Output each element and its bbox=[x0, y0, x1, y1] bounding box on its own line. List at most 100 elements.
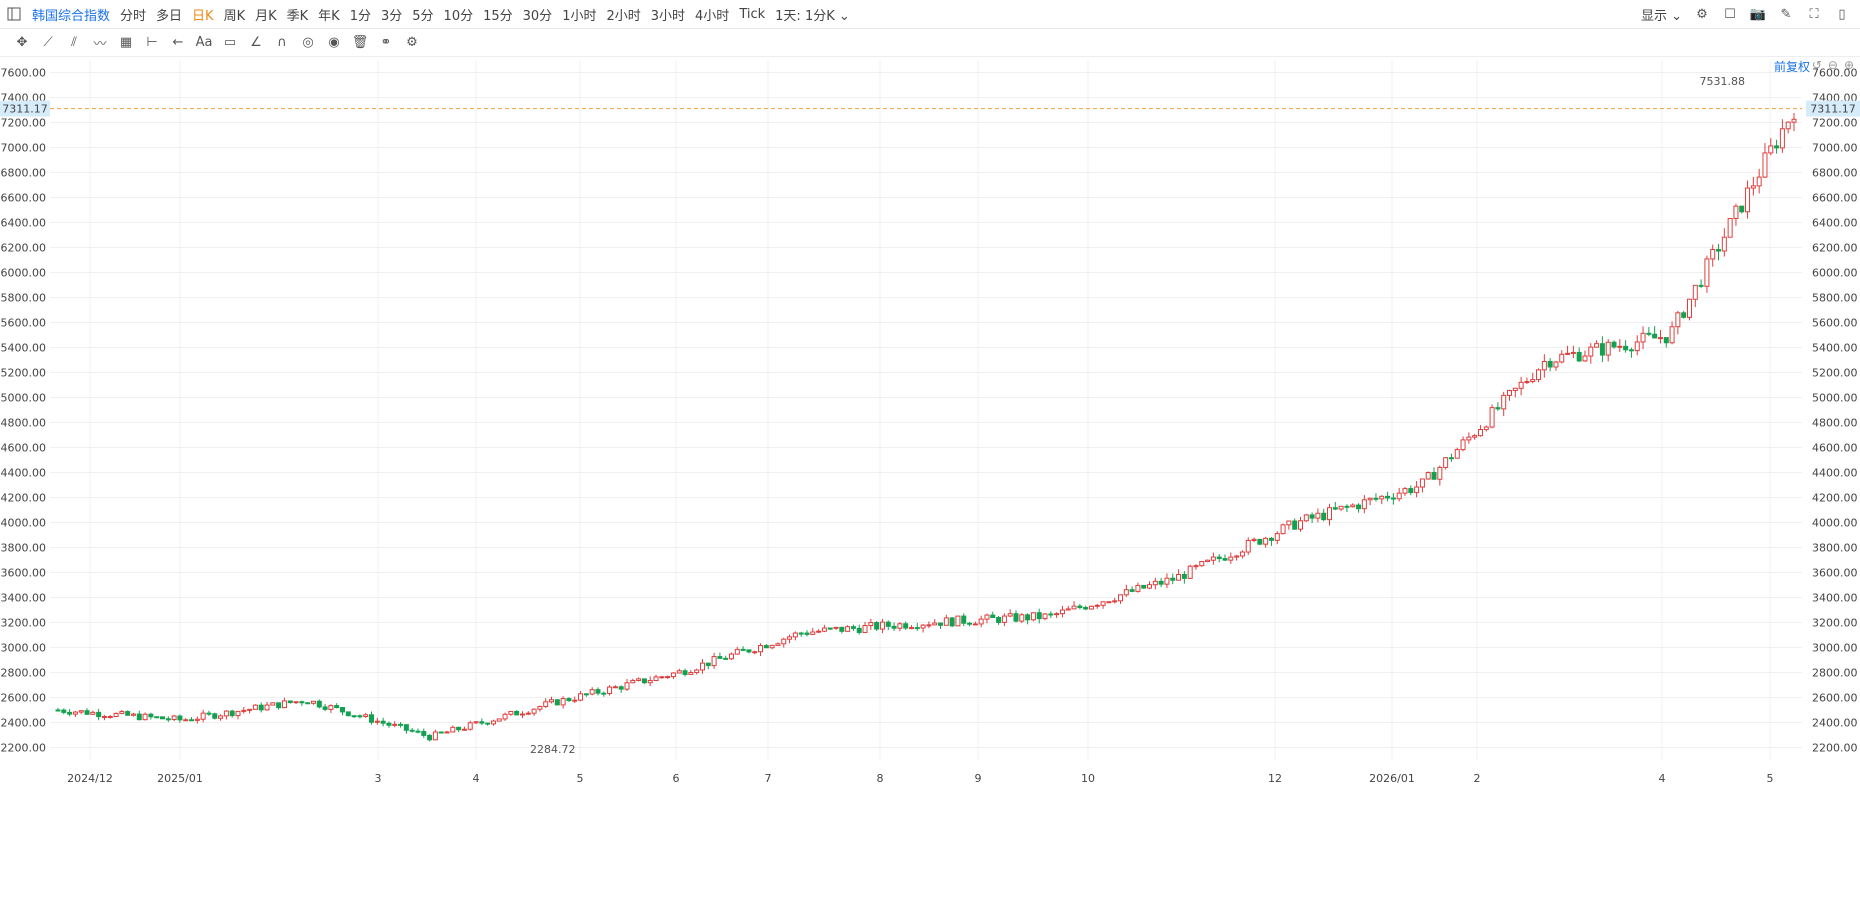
range-tool-icon[interactable]: ⊢ bbox=[146, 34, 158, 50]
measure-tool-icon[interactable]: ▦ bbox=[119, 34, 133, 50]
candle-body bbox=[967, 622, 973, 625]
candle-body bbox=[281, 700, 287, 709]
sidebar-toggle-icon[interactable] bbox=[6, 6, 22, 22]
period-item[interactable]: 5分 bbox=[412, 8, 434, 24]
kline-setting-label: 1天: 1分K bbox=[775, 8, 835, 24]
y-tick-label: 6200.00 bbox=[1, 242, 47, 255]
candle-body bbox=[1431, 472, 1437, 480]
wave-tool-icon[interactable]: 〰 bbox=[93, 36, 107, 52]
fullscreen-icon[interactable]: ⛶ bbox=[1809, 6, 1819, 22]
period-item[interactable]: 1小时 bbox=[562, 8, 597, 24]
y-tick-label: 3200.00 bbox=[1, 617, 47, 630]
y-tick-label: 2600.00 bbox=[1, 692, 47, 705]
line-tool-icon[interactable]: ⟋ bbox=[43, 34, 53, 50]
trash-icon[interactable]: 🗑 bbox=[351, 34, 369, 50]
candle-body bbox=[1390, 497, 1396, 500]
panel-icon[interactable]: ▯ bbox=[1838, 6, 1846, 22]
candle-body bbox=[1292, 520, 1298, 530]
candle-body bbox=[531, 708, 537, 714]
y-tick-label: 5200.00 bbox=[1812, 367, 1858, 380]
candle-body bbox=[1721, 236, 1727, 252]
x-tick-label: 8 bbox=[877, 772, 884, 785]
period-item[interactable]: 周K bbox=[223, 8, 246, 24]
zoom-out-icon[interactable]: ⊖ bbox=[1827, 58, 1838, 72]
gear-icon[interactable]: ⚙ bbox=[1696, 6, 1708, 22]
candle-body bbox=[1309, 514, 1315, 519]
candle-body bbox=[1663, 337, 1669, 344]
high-annotation: 7531.88 bbox=[1700, 75, 1746, 88]
period-item[interactable]: 4小时 bbox=[695, 8, 730, 24]
candle-body bbox=[1135, 584, 1141, 592]
candle-body bbox=[920, 624, 926, 629]
display-dropdown[interactable]: 显示 ⌄ bbox=[1641, 5, 1682, 24]
candle-body bbox=[252, 704, 258, 710]
period-item[interactable]: 15分 bbox=[483, 8, 513, 24]
y-tick-label: 4000.00 bbox=[1812, 517, 1858, 530]
period-item[interactable]: 10分 bbox=[443, 8, 474, 24]
candle-body bbox=[1623, 345, 1629, 351]
reset-icon[interactable]: ↺ bbox=[1811, 58, 1822, 72]
arrow-tool-icon[interactable]: ← bbox=[172, 34, 184, 50]
candle-body bbox=[1083, 607, 1089, 610]
channel-tool-icon[interactable]: ⫽ bbox=[71, 34, 77, 50]
y-tick-label: 4600.00 bbox=[1812, 442, 1858, 455]
pencil-icon[interactable]: ✎ bbox=[1780, 6, 1792, 22]
comment-tool-icon[interactable]: ▭ bbox=[223, 34, 237, 50]
candle-body bbox=[1129, 589, 1135, 592]
period-item[interactable]: 1分 bbox=[349, 8, 371, 24]
x-tick-label: 4 bbox=[473, 772, 480, 785]
candle-body bbox=[630, 679, 636, 684]
candle-body bbox=[752, 651, 758, 654]
kline-setting-dropdown[interactable]: 1天: 1分K ⌄ bbox=[775, 5, 850, 24]
drawing-toolbar: ✥ ⟋ ⫽ 〰 ▦ ⊢ ← Aa ▭ ∠ ∩ ◎ ◉ 🗑 ⚭ ⚙ bbox=[0, 28, 1860, 57]
y-tick-label: 2200.00 bbox=[1, 742, 47, 755]
candle-body bbox=[84, 710, 90, 715]
magnet-icon[interactable]: ∩ bbox=[277, 34, 287, 50]
period-item[interactable]: 2小时 bbox=[606, 8, 641, 24]
layout-icon[interactable]: ☐ bbox=[1724, 6, 1736, 22]
candle-body bbox=[1460, 439, 1466, 451]
period-item[interactable]: Tick bbox=[739, 6, 766, 22]
period-item[interactable]: 30分 bbox=[522, 8, 553, 24]
lock-icon[interactable]: ◉ bbox=[328, 34, 340, 50]
candle-body bbox=[1727, 218, 1733, 238]
candle-body bbox=[1501, 394, 1507, 410]
y-tick-label: 4400.00 bbox=[1, 467, 47, 480]
period-item-active[interactable]: 日K bbox=[192, 8, 214, 24]
kline-chart[interactable]: 2200.00 2200.00 2400.00 2400.00 2600.00 2600.… bbox=[0, 60, 1860, 917]
candle-body bbox=[450, 726, 456, 733]
candle-body bbox=[160, 716, 166, 720]
candle-body bbox=[514, 710, 520, 716]
candle-body bbox=[194, 718, 200, 721]
candle-body bbox=[1239, 551, 1245, 557]
candle-body bbox=[421, 731, 427, 736]
camera-icon[interactable]: 📷 bbox=[1749, 6, 1767, 22]
zoom-in-icon[interactable]: ⊕ bbox=[1843, 58, 1854, 72]
move-icon[interactable]: ✥ bbox=[16, 34, 28, 50]
candle-body bbox=[972, 623, 978, 626]
period-item[interactable]: 多日 bbox=[156, 8, 183, 24]
gear-icon[interactable]: ⚙ bbox=[406, 34, 418, 50]
period-item[interactable]: 年K bbox=[318, 8, 340, 24]
candle-body bbox=[241, 709, 247, 712]
text-tool-icon[interactable]: Aa bbox=[195, 34, 213, 50]
adjust-mode[interactable]: 前复权 bbox=[1773, 60, 1810, 74]
candle-body bbox=[1762, 152, 1768, 178]
period-item[interactable]: 3分 bbox=[380, 8, 403, 24]
period-item[interactable]: 季K bbox=[286, 8, 309, 24]
candle-body bbox=[1553, 361, 1559, 368]
period-item[interactable]: 分时 bbox=[120, 8, 147, 24]
link-icon[interactable]: ⚭ bbox=[380, 34, 392, 50]
period-item[interactable]: 3小时 bbox=[650, 8, 686, 24]
candle-body bbox=[247, 708, 253, 711]
y-tick-label: 4800.00 bbox=[1, 417, 47, 430]
symbol-title[interactable]: 韩国综合指数 bbox=[32, 8, 111, 24]
period-item[interactable]: 月K bbox=[255, 8, 277, 24]
candle-body bbox=[310, 700, 316, 704]
eye-icon[interactable]: ◎ bbox=[302, 34, 314, 50]
candle-body bbox=[874, 622, 880, 630]
y-tick-label: 5400.00 bbox=[1, 342, 47, 355]
candle-body bbox=[1123, 589, 1129, 596]
x-tick-label: 2025/01 bbox=[157, 772, 203, 785]
angle-tool-icon[interactable]: ∠ bbox=[250, 34, 262, 50]
